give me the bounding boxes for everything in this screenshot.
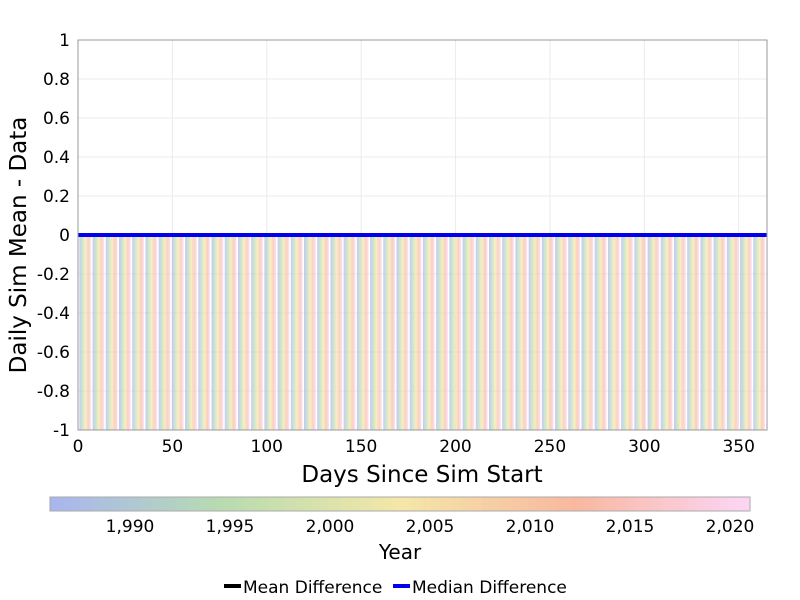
colorbar-tick-label-1: 1,995 <box>206 517 255 537</box>
x-tick-label-0: 0 <box>73 437 84 457</box>
plot-frame <box>77 39 768 431</box>
x-tick-label-2: 100 <box>251 437 283 457</box>
y-tick-label-3: -0.4 <box>37 304 70 324</box>
x-tick-label-4: 200 <box>439 437 471 457</box>
colorbar-ticks: 1,990 1,995 2,000 2,005 2,010 2,015 2,020 <box>106 517 755 537</box>
x-tick-label-7: 350 <box>722 437 754 457</box>
year-spike-lines <box>79 235 765 430</box>
x-axis-label: Days Since Sim Start <box>301 462 542 488</box>
y-tick-label-5: 0 <box>59 226 70 246</box>
x-axis-ticks: 0 50 100 150 200 250 300 350 <box>73 437 755 457</box>
y-tick-label-8: 0.6 <box>43 109 70 129</box>
y-axis-ticks: -1 -0.8 -0.6 -0.4 -0.2 0 0.2 0.4 0.6 0.8 1 <box>37 31 70 441</box>
y-tick-label-6: 0.2 <box>43 187 70 207</box>
y-tick-label-1: -0.8 <box>37 382 70 402</box>
colorbar-tick-label-0: 1,990 <box>106 517 155 537</box>
x-tick-label-3: 150 <box>345 437 377 457</box>
y-tick-label-10: 1 <box>59 31 70 51</box>
legend-label-mean: Mean Difference <box>243 578 382 598</box>
legend: Mean Difference Median Difference <box>224 578 567 598</box>
y-tick-label-4: -0.2 <box>37 265 70 285</box>
x-tick-label-1: 50 <box>162 437 184 457</box>
y-tick-label-7: 0.4 <box>43 148 70 168</box>
y-tick-label-2: -0.6 <box>37 343 70 363</box>
y-axis-label: Daily Sim Mean - Data <box>6 117 32 374</box>
y-tick-label-9: 0.8 <box>43 70 70 90</box>
colorbar-label: Year <box>378 540 422 564</box>
colorbar-tick-label-6: 2,020 <box>706 517 755 537</box>
colorbar-tick-label-2: 2,000 <box>306 517 355 537</box>
colorbar-tick-label-4: 2,010 <box>506 517 555 537</box>
y-tick-label-0: -1 <box>53 421 70 441</box>
colorbar-tick-label-5: 2,015 <box>606 517 655 537</box>
legend-label-median: Median Difference <box>412 578 567 598</box>
colorbar-tick-label-3: 2,005 <box>406 517 455 537</box>
colorbar <box>49 496 751 512</box>
x-tick-label-5: 250 <box>534 437 566 457</box>
x-tick-label-6: 300 <box>628 437 660 457</box>
